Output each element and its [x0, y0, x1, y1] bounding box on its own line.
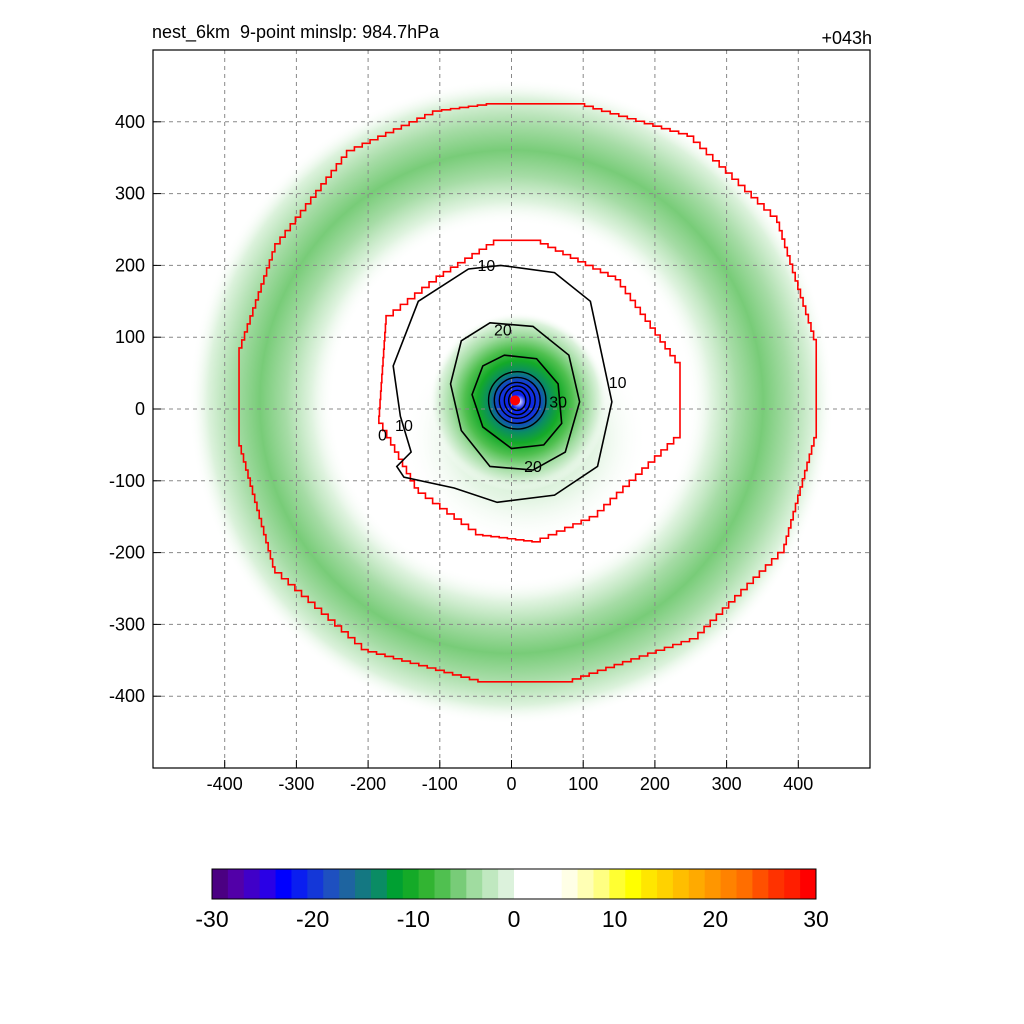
colorbar-swatch [402, 869, 420, 899]
x-tick-label: -200 [350, 774, 386, 794]
colorbar-swatch [577, 869, 594, 899]
colorbar-swatch [323, 869, 340, 899]
colorbar-tick-label: -30 [195, 906, 228, 932]
axis-layer: -400 -300 -200 -100 0 100 200 300 40040030020010… [109, 112, 813, 794]
contour-label-10: 10 [609, 375, 627, 392]
y-tick-label: 0 [135, 399, 145, 419]
colorbar-swatch [625, 869, 642, 899]
colorbar-swatch [466, 869, 483, 899]
outer-boundary [238, 103, 818, 683]
x-tick-label: -400 [207, 774, 243, 794]
colorbar-swatch [736, 869, 753, 899]
contour-inner-4 [507, 389, 527, 412]
colorbar-swatch [434, 869, 451, 899]
contour-inner-0 [487, 371, 547, 430]
contour-label-20: 20 [524, 459, 542, 476]
colorbar-swatch [609, 869, 626, 899]
contour-30 [471, 354, 563, 450]
colorbar-swatch [275, 869, 292, 899]
colorbar-swatch [291, 869, 308, 899]
colorbar-tick-label: 10 [602, 906, 628, 932]
colorbar-tick-label: -10 [397, 906, 430, 932]
colorbar-swatch [641, 869, 658, 899]
colorbar-swatch [768, 869, 785, 899]
contour-label-10: 10 [478, 258, 496, 275]
y-tick-label: -200 [109, 543, 145, 563]
colorbar-swatch [212, 869, 229, 899]
colorbar-swatch [227, 869, 245, 899]
colorbar-swatch [259, 869, 277, 899]
colorbar-swatch [800, 869, 817, 899]
contour-10 [392, 264, 613, 504]
contour-inner-3 [503, 385, 531, 416]
x-tick-label: 0 [506, 774, 516, 794]
colorbar-swatch [784, 869, 801, 899]
contour-20 [449, 322, 581, 471]
boundary-layer [238, 103, 818, 683]
colorbar-swatch [657, 869, 674, 899]
x-tick-label: -300 [278, 774, 314, 794]
x-tick-label: -100 [422, 774, 458, 794]
colorbar-swatch [355, 869, 372, 899]
inner-boundary [378, 239, 681, 543]
contour-label-30: 30 [549, 394, 567, 411]
y-tick-label: 400 [115, 112, 145, 132]
y-tick-label: -400 [109, 686, 145, 706]
x-tick-label: 400 [783, 774, 813, 794]
colorbar-tick-label: 0 [508, 906, 521, 932]
colorbar-swatch [688, 869, 706, 899]
colorbar: -30 -20 -10 0 10 20 30 [195, 868, 829, 932]
colorbar-swatch [339, 869, 356, 899]
y-tick-label: -300 [109, 614, 145, 634]
colorbar-swatch [514, 869, 531, 899]
chart-title: nest_6km 9-point minslp: 984.7hPa [152, 22, 440, 42]
colorbar-swatch [561, 869, 579, 899]
colorbar-swatch [672, 869, 690, 899]
colorbar-swatch [720, 869, 738, 899]
contour-label-10: 10 [395, 418, 413, 435]
x-tick-label: 300 [712, 774, 742, 794]
colorbar-swatch [243, 869, 261, 899]
contour-label-0: 0 [378, 428, 387, 445]
y-tick-label: 300 [115, 184, 145, 204]
contour-label-20: 20 [494, 323, 512, 340]
colorbar-swatch [418, 869, 436, 899]
storm-center-marker [510, 395, 521, 406]
y-tick-label: 100 [115, 327, 145, 347]
colorbar-swatch [482, 869, 499, 899]
colorbar-frame [211, 868, 817, 900]
forecast-hour-label: +043h [821, 28, 872, 48]
contour-layer: 10 10 10 20 20 30 0 [378, 258, 627, 504]
colorbar-swatch [307, 869, 324, 899]
x-tick-label: 200 [640, 774, 670, 794]
contour-inner-1 [493, 376, 541, 425]
colorbar-swatch [704, 869, 722, 899]
x-tick-label: 100 [568, 774, 598, 794]
colorbar-tick-label: 30 [803, 906, 829, 932]
y-tick-label: -100 [109, 471, 145, 491]
colorbar-swatch [545, 869, 563, 899]
colorbar-tick-label: -20 [296, 906, 329, 932]
colorbar-swatch [529, 869, 547, 899]
colorbar-swatch [752, 869, 769, 899]
colorbar-swatch [370, 869, 388, 899]
plot-area: 10 10 10 20 20 30 0 [153, 50, 870, 768]
colorbar-tick-label: 20 [703, 906, 729, 932]
colorbar-swatch [450, 869, 467, 899]
contour-inner-2 [498, 381, 536, 420]
colorbar-swatch [386, 869, 404, 899]
y-tick-label: 200 [115, 255, 145, 275]
colorbar-swatch [593, 869, 610, 899]
colorbar-swatch [498, 869, 515, 899]
